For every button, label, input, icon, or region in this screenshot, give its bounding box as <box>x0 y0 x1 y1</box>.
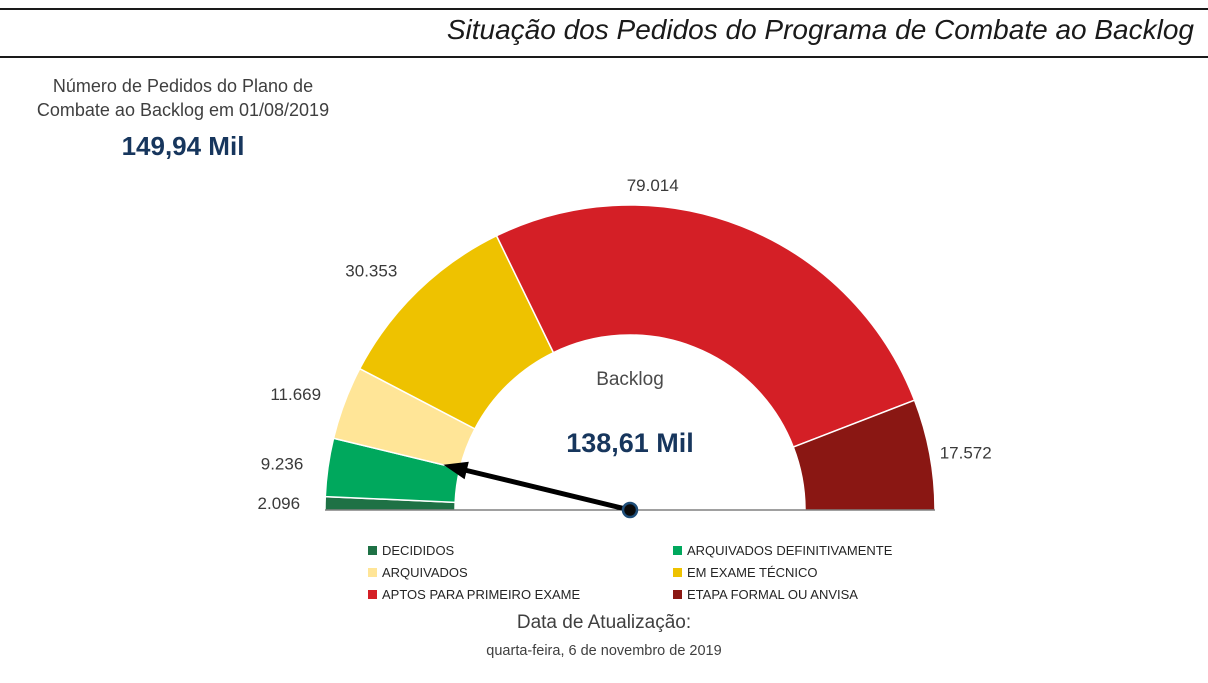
gauge-segment-value-2: 11.669 <box>270 385 321 404</box>
gauge-segment-5[interactable] <box>792 399 936 511</box>
gauge-segments <box>324 204 936 511</box>
footer: Data de Atualização: quarta-feira, 6 de … <box>0 612 1208 659</box>
legend-swatch-icon <box>673 546 682 555</box>
legend-item-5[interactable]: ETAPA FORMAL OU ANVISA <box>673 587 928 602</box>
gauge-segment-value-1: 9.236 <box>261 455 304 474</box>
kpi-label-line2: Combate ao Backlog em 01/08/2019 <box>36 100 330 121</box>
page-title: Situação dos Pedidos do Programa de Comb… <box>446 14 1194 45</box>
legend-item-2[interactable]: ARQUIVADOS <box>368 565 673 580</box>
gauge-needle-group <box>443 461 639 519</box>
kpi-label-line1: Número de Pedidos do Plano de <box>52 76 314 96</box>
needle-pivot-icon <box>621 501 639 519</box>
legend: DECIDIDOS ARQUIVADOS DEFINITIVAMENTE ARQUI… <box>368 543 928 602</box>
legend-swatch-icon <box>673 568 682 577</box>
legend-swatch-icon <box>368 568 377 577</box>
gauge-center-value: 138,61 Mil <box>566 428 694 458</box>
legend-item-label: ARQUIVADOS <box>382 565 468 580</box>
gauge-segment-value-3: 30.353 <box>345 261 397 280</box>
legend-item-3[interactable]: EM EXAME TÉCNICO <box>673 565 928 580</box>
kpi-label: Número de Pedidos do Plano de Combate ao… <box>2 74 364 123</box>
legend-item-0[interactable]: DECIDIDOS <box>368 543 673 558</box>
update-label: Data de Atualização: <box>516 612 692 633</box>
legend-swatch-icon <box>368 590 377 599</box>
report-header: Situação dos Pedidos do Programa de Comb… <box>0 0 1208 62</box>
legend-item-label: EM EXAME TÉCNICO <box>687 565 818 580</box>
legend-item-label: DECIDIDOS <box>382 543 455 558</box>
needle-shaft <box>464 468 633 513</box>
kpi-card: Número de Pedidos do Plano de Combate ao… <box>2 74 364 162</box>
legend-item-label: ARQUIVADOS DEFINITIVAMENTE <box>687 543 893 558</box>
legend-swatch-icon <box>673 590 682 599</box>
gauge-center-label: Backlog <box>596 369 664 390</box>
kpi-value: 149,94 Mil <box>121 130 245 161</box>
header-top-rule <box>0 8 1208 10</box>
legend-item-1[interactable]: ARQUIVADOS DEFINITIVAMENTE <box>673 543 928 558</box>
legend-item-label: ETAPA FORMAL OU ANVISA <box>687 587 858 602</box>
legend-item-label: APTOS PARA PRIMEIRO EXAME <box>382 587 581 602</box>
gauge-segment-value-0: 2.096 <box>258 494 301 513</box>
header-bottom-rule <box>0 56 1208 58</box>
gauge-segment-4[interactable] <box>495 204 916 448</box>
gauge-segment-value-4: 79.014 <box>627 176 679 195</box>
legend-swatch-icon <box>368 546 377 555</box>
legend-item-4[interactable]: APTOS PARA PRIMEIRO EXAME <box>368 587 673 602</box>
update-date: quarta-feira, 6 de novembro de 2019 <box>486 643 722 659</box>
gauge-segment-value-5: 17.572 <box>940 443 992 462</box>
